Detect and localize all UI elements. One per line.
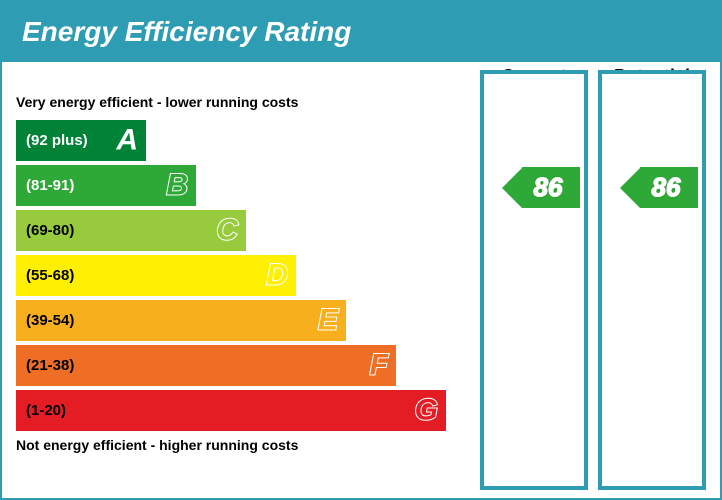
band-range: (81-91) [26,177,74,194]
column-potential: 86 [598,70,706,490]
current-arrow-value: 86 [520,172,563,203]
band-letter: G [415,393,438,427]
bands-area: Very energy efficient - lower running co… [16,94,468,453]
column-current: 86 [480,70,588,490]
band-A: (92 plus) A [16,120,468,161]
caption-bottom: Not energy efficient - higher running co… [16,437,468,453]
band-range: (1-20) [26,402,66,419]
band-range: (69-80) [26,222,74,239]
potential-arrow: 86 [620,167,698,208]
band-G: (1-20) G [16,390,468,431]
band-letter: E [318,303,338,337]
band-letter: B [166,168,188,202]
band-E: (39-54) E [16,300,468,341]
band-F: (21-38) F [16,345,468,386]
band-C: (69-80) C [16,210,468,251]
current-arrow: 86 [502,167,580,208]
value-columns: 86 86 [480,70,706,496]
band-letter: D [266,258,288,292]
band-range: (92 plus) [26,132,88,149]
band-D: (55-68) D [16,255,468,296]
band-letter: A [116,123,138,157]
body-area: Current Potential Very energy efficient … [2,62,720,496]
band-range: (21-38) [26,357,74,374]
title-text: Energy Efficiency Rating [22,16,351,47]
band-range: (55-68) [26,267,74,284]
potential-arrow-value: 86 [638,172,681,203]
caption-top: Very energy efficient - lower running co… [16,94,468,110]
epc-chart: Energy Efficiency Rating Current Potenti… [0,0,722,500]
band-letter: C [216,213,238,247]
band-B: (81-91) B [16,165,468,206]
bars-container: (92 plus) A (81-91) B (69-80) C (55-68) D (39-54… [16,120,468,431]
band-range: (39-54) [26,312,74,329]
title-bar: Energy Efficiency Rating [2,2,720,62]
band-letter: F [370,348,388,382]
